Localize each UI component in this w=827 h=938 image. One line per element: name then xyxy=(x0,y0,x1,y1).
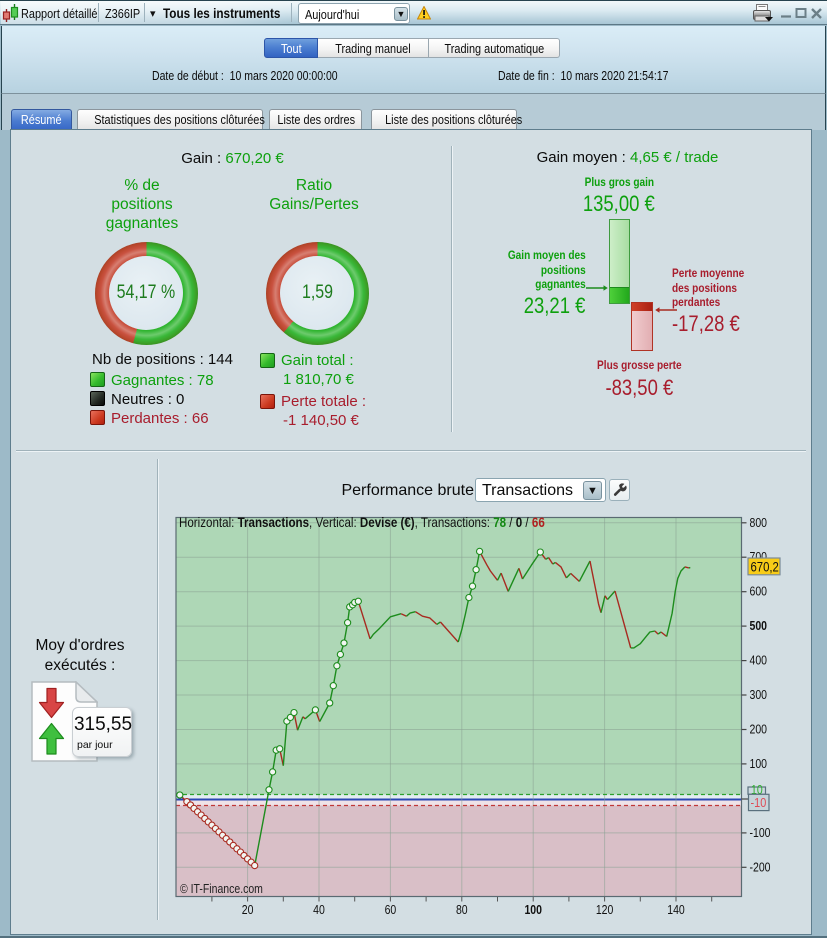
svg-text:100: 100 xyxy=(524,904,542,917)
svg-text:20: 20 xyxy=(242,904,254,917)
svg-text:-100: -100 xyxy=(750,827,771,840)
svg-text:600: 600 xyxy=(750,586,768,599)
svg-text:400: 400 xyxy=(750,655,768,668)
svg-text:60: 60 xyxy=(385,904,397,917)
svg-text:670,2: 670,2 xyxy=(751,560,779,575)
svg-text:10: 10 xyxy=(751,784,763,797)
svg-text:100: 100 xyxy=(750,758,768,771)
svg-text:140: 140 xyxy=(667,904,685,917)
svg-text:-200: -200 xyxy=(750,862,771,875)
svg-text:Horizontal: Transactions, Vert: Horizontal: Transactions, Vertical: Devi… xyxy=(179,514,545,530)
svg-text:200: 200 xyxy=(750,724,768,737)
svg-text:300: 300 xyxy=(750,689,768,702)
svg-text:800: 800 xyxy=(750,517,768,530)
svg-text:© IT-Finance.com: © IT-Finance.com xyxy=(180,883,263,896)
svg-text:120: 120 xyxy=(596,904,614,917)
svg-text:-10: -10 xyxy=(751,795,767,810)
svg-text:500: 500 xyxy=(750,620,768,633)
svg-text:40: 40 xyxy=(313,904,325,917)
svg-text:80: 80 xyxy=(456,904,468,917)
